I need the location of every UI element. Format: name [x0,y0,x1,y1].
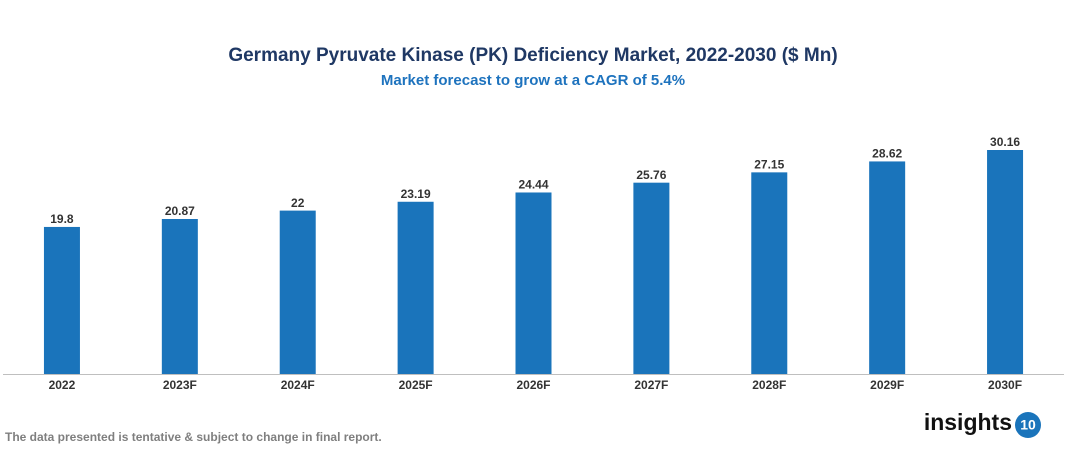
bar [633,182,670,374]
bar [515,192,552,374]
logo-badge-circle [1015,412,1041,438]
value-label: 25.76 [636,168,666,182]
bar [279,210,316,374]
chart-title: Germany Pyruvate Kinase (PK) Deficiency … [228,45,837,66]
x-tick-label: 2025F [399,378,433,392]
x-tick-label: 2023F [163,378,197,392]
bar [987,150,1024,374]
bar [869,161,906,374]
value-label: 24.44 [518,178,548,192]
logo-badge: 10 [1020,417,1036,433]
value-label: 30.16 [990,135,1020,149]
bar [751,172,788,374]
bar [161,218,198,374]
value-label: 22 [291,196,305,210]
x-tick-label: 2030F [988,378,1022,392]
x-tick-label: 2029F [870,378,904,392]
value-label: 19.8 [50,212,74,226]
logo-text: insights [924,409,1012,435]
bar [43,226,80,374]
x-tick-label: 2022 [49,378,76,392]
footnote: The data presented is tentative & subjec… [5,430,382,444]
x-tick-label: 2024F [281,378,315,392]
x-tick-label: 2026F [516,378,550,392]
value-label: 27.15 [754,158,784,172]
x-tick-label: 2027F [634,378,668,392]
chart-subtitle: Market forecast to grow at a CAGR of 5.4… [381,72,685,89]
x-tick-label: 2028F [752,378,786,392]
value-label: 23.19 [401,187,431,201]
value-label: 28.62 [872,147,902,161]
value-label: 20.87 [165,204,195,218]
bar [397,201,434,374]
